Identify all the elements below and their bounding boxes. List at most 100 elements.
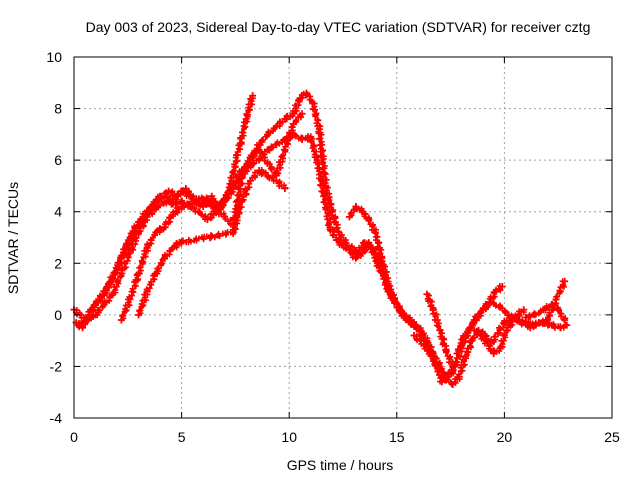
y-tick-label: 10	[46, 49, 62, 65]
data-point	[160, 197, 168, 205]
data-point	[298, 136, 306, 144]
data-point	[143, 288, 151, 296]
data-point	[221, 213, 229, 221]
data-point	[109, 290, 117, 298]
data-point	[302, 89, 310, 97]
data-point	[423, 344, 431, 352]
y-axis-title: SDTVAR / TECUs	[5, 182, 21, 294]
data-point	[410, 321, 418, 329]
series-trace	[136, 166, 288, 317]
data-point	[143, 213, 151, 221]
data-point	[169, 210, 177, 218]
data-point	[333, 236, 341, 244]
y-tick-label: 0	[54, 307, 62, 323]
data-point	[186, 192, 194, 200]
data-point	[178, 203, 186, 211]
data-point	[135, 270, 143, 278]
plot-data	[70, 89, 571, 388]
series-track-9	[453, 282, 506, 358]
data-point	[410, 331, 418, 339]
data-point	[436, 365, 444, 373]
data-point	[345, 246, 353, 254]
series-track-11	[522, 301, 569, 324]
data-point	[378, 254, 386, 262]
data-point	[442, 347, 450, 355]
data-point	[466, 324, 474, 332]
data-point	[371, 228, 379, 236]
data-point	[326, 223, 334, 231]
data-point	[264, 159, 272, 167]
data-point	[479, 306, 487, 314]
data-point	[477, 331, 485, 339]
data-point	[460, 334, 468, 342]
data-point	[503, 326, 511, 334]
data-point	[490, 350, 498, 358]
data-point	[561, 316, 569, 324]
data-point	[320, 192, 328, 200]
data-point	[92, 301, 100, 309]
x-tick-label: 10	[281, 429, 297, 445]
data-point	[436, 326, 444, 334]
data-point	[175, 239, 183, 247]
data-point	[229, 228, 237, 236]
x-tick-label: 20	[497, 429, 513, 445]
data-point	[264, 172, 272, 180]
data-point	[195, 195, 203, 203]
data-point	[203, 215, 211, 223]
data-point	[255, 166, 263, 174]
data-point	[511, 313, 519, 321]
data-point	[358, 249, 366, 257]
data-point	[472, 316, 480, 324]
data-point	[298, 110, 306, 118]
y-tick-label: 8	[54, 101, 62, 117]
data-point	[109, 275, 117, 283]
data-point	[160, 254, 168, 262]
data-point	[358, 208, 366, 216]
data-point	[470, 326, 478, 334]
data-point	[242, 115, 250, 123]
data-point	[498, 282, 506, 290]
data-point	[74, 321, 82, 329]
data-point	[117, 254, 125, 262]
data-point	[552, 295, 560, 303]
data-point	[246, 154, 254, 162]
data-point	[100, 290, 108, 298]
data-point	[281, 146, 289, 154]
data-point	[255, 156, 263, 164]
data-point	[468, 337, 476, 345]
data-point	[152, 197, 160, 205]
data-point	[563, 321, 571, 329]
data-point	[272, 177, 280, 185]
data-point	[548, 321, 556, 329]
chart-title: Day 003 of 2023, Sidereal Day-to-day VTE…	[86, 19, 591, 35]
data-point	[397, 308, 405, 316]
data-point	[255, 146, 263, 154]
data-point	[92, 311, 100, 319]
data-point	[561, 277, 569, 285]
data-point	[117, 270, 125, 278]
data-point	[143, 244, 151, 252]
data-point	[246, 177, 254, 185]
data-point	[169, 200, 177, 208]
data-point	[152, 228, 160, 236]
data-point	[531, 311, 539, 319]
data-point	[449, 380, 457, 388]
data-point	[186, 200, 194, 208]
data-point	[238, 197, 246, 205]
data-point	[429, 306, 437, 314]
data-point	[313, 156, 321, 164]
data-point	[339, 241, 347, 249]
y-tick-label: 6	[54, 152, 62, 168]
data-point	[165, 187, 173, 195]
data-point	[178, 187, 186, 195]
data-point	[520, 306, 528, 314]
data-point	[494, 329, 502, 337]
data-point	[496, 303, 504, 311]
data-point	[221, 197, 229, 205]
data-point	[535, 319, 543, 327]
data-point	[307, 133, 315, 141]
data-point	[264, 146, 272, 154]
data-point	[345, 213, 353, 221]
series-track-10	[470, 306, 528, 358]
data-point	[296, 94, 304, 102]
